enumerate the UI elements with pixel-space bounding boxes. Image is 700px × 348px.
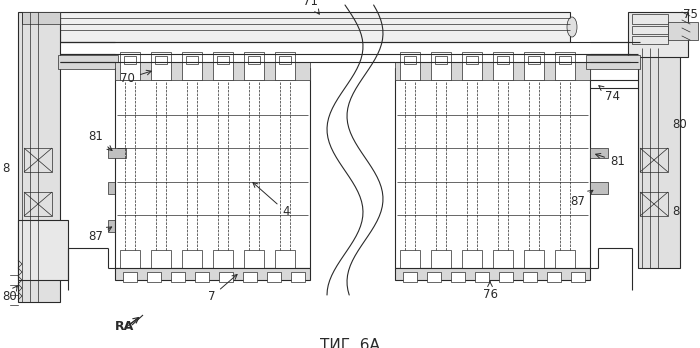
Bar (431, 52, 451, 80)
Bar (24, 148, 52, 172)
Bar (640, 148, 668, 172)
Bar (275, 52, 295, 80)
Bar (493, 250, 513, 270)
Bar (640, 192, 668, 216)
Bar (108, 182, 126, 194)
Bar (462, 52, 482, 80)
Bar (58, 55, 118, 69)
Bar (451, 272, 465, 282)
Text: 74: 74 (599, 86, 620, 103)
Bar (275, 250, 295, 270)
Text: 71: 71 (302, 0, 319, 14)
Bar (632, 14, 668, 24)
Text: 80: 80 (2, 286, 18, 303)
Bar (395, 68, 590, 268)
Bar (155, 56, 167, 64)
Bar (108, 220, 126, 232)
Bar (403, 272, 417, 282)
Bar (555, 52, 575, 80)
Bar (182, 250, 202, 270)
Bar (120, 52, 140, 80)
Bar (213, 52, 233, 80)
Bar (24, 192, 52, 216)
Bar (186, 56, 198, 64)
Bar (217, 56, 229, 64)
Bar (279, 56, 291, 64)
Bar (171, 272, 185, 282)
Text: 8: 8 (672, 205, 680, 218)
Bar (400, 250, 420, 270)
Text: ΤИГ. 6А: ΤИГ. 6А (320, 338, 380, 348)
Text: 87: 87 (88, 227, 112, 243)
Text: 76: 76 (482, 282, 498, 301)
Bar (60, 12, 570, 42)
Bar (475, 272, 489, 282)
Text: 87: 87 (570, 190, 593, 208)
Bar (151, 250, 171, 270)
Bar (590, 182, 608, 194)
Bar (115, 62, 310, 80)
Bar (115, 68, 310, 268)
Bar (632, 36, 668, 44)
Bar (571, 272, 585, 282)
Bar (291, 272, 305, 282)
Bar (555, 250, 575, 270)
Bar (244, 250, 264, 270)
Bar (497, 56, 509, 64)
Bar (18, 12, 60, 302)
Text: 8: 8 (2, 162, 9, 175)
Bar (395, 268, 590, 280)
Bar (466, 56, 478, 64)
Text: 70: 70 (120, 70, 151, 85)
Bar (559, 56, 571, 64)
Bar (244, 52, 264, 80)
Bar (427, 272, 441, 282)
Bar (124, 56, 136, 64)
Bar (120, 250, 140, 270)
Bar (590, 148, 608, 158)
Bar (586, 55, 640, 69)
Bar (404, 56, 416, 64)
Bar (123, 272, 137, 282)
Bar (248, 56, 260, 64)
Bar (462, 250, 482, 270)
Text: 81: 81 (596, 153, 625, 168)
Bar (547, 272, 561, 282)
Bar (182, 52, 202, 80)
Bar (628, 12, 688, 57)
Bar (151, 52, 171, 80)
Bar (499, 272, 513, 282)
Bar (108, 148, 126, 158)
Text: 75: 75 (683, 8, 698, 21)
Bar (400, 52, 420, 80)
Bar (524, 52, 544, 80)
Bar (638, 48, 680, 268)
Bar (195, 272, 209, 282)
Bar (632, 26, 668, 34)
Bar (147, 272, 161, 282)
Text: 81: 81 (88, 130, 112, 151)
Text: RA: RA (115, 320, 134, 333)
Bar (395, 62, 590, 80)
Bar (524, 250, 544, 270)
Bar (115, 268, 310, 280)
Text: 7: 7 (208, 275, 237, 303)
Bar (523, 272, 537, 282)
Bar (435, 56, 447, 64)
Bar (243, 272, 257, 282)
Bar (493, 52, 513, 80)
Bar (267, 272, 281, 282)
Bar (213, 250, 233, 270)
Bar (22, 12, 60, 24)
Bar (668, 22, 698, 40)
Bar (219, 272, 233, 282)
Text: 80: 80 (672, 118, 687, 131)
Ellipse shape (567, 17, 577, 37)
Bar (18, 220, 68, 280)
Bar (528, 56, 540, 64)
Bar (431, 250, 451, 270)
Text: 4: 4 (253, 183, 290, 218)
